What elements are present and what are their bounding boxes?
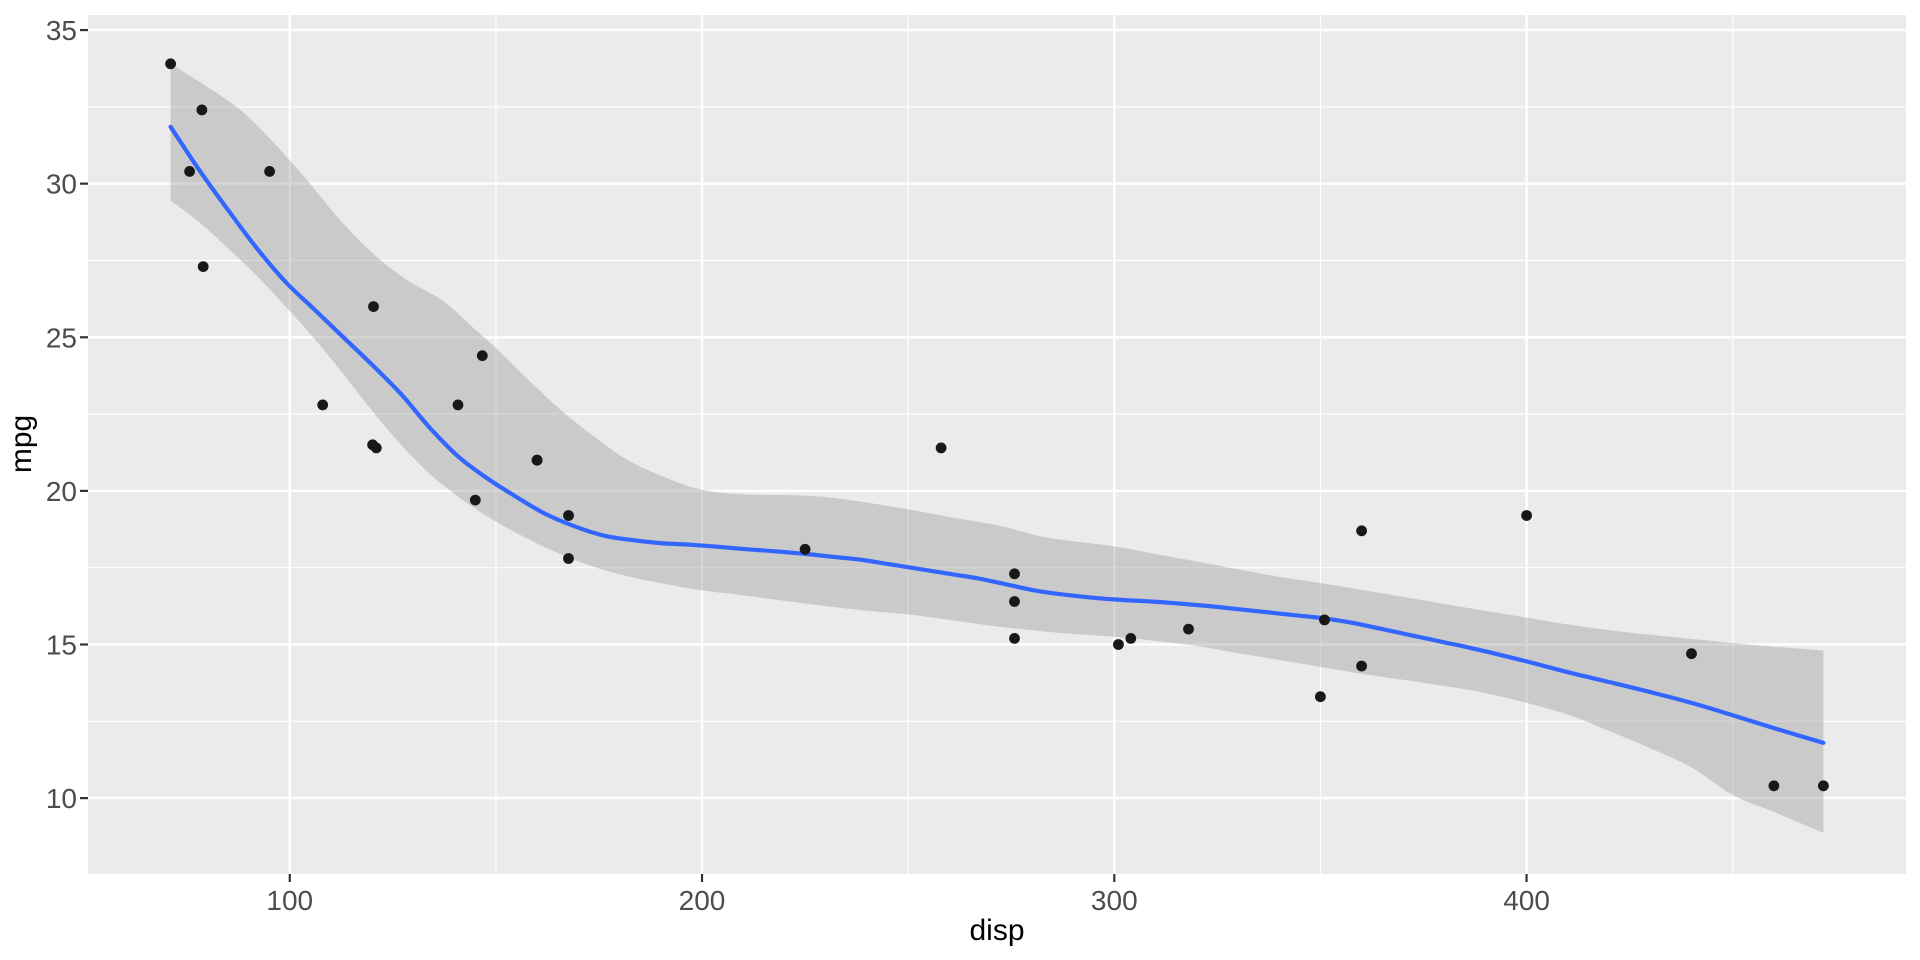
data-point xyxy=(1183,623,1194,635)
x-axis-title: disp xyxy=(969,914,1024,947)
data-point xyxy=(184,166,196,177)
points-layer xyxy=(165,58,1829,792)
x-tick-label: 100 xyxy=(266,885,313,916)
data-point xyxy=(1768,780,1780,792)
x-tick-label: 300 xyxy=(1091,885,1138,916)
y-tick-label: 15 xyxy=(46,630,77,661)
data-point xyxy=(935,442,947,454)
panel-layer xyxy=(88,15,1906,874)
smooth-line-layer xyxy=(168,124,1826,745)
data-point xyxy=(563,553,574,564)
data-point xyxy=(1315,691,1326,703)
data-point xyxy=(1009,633,1020,644)
y-tick-label: 35 xyxy=(46,15,77,46)
data-point xyxy=(368,301,379,312)
data-point xyxy=(469,494,481,506)
y-tick-label: 10 xyxy=(46,783,77,814)
data-point xyxy=(531,454,543,466)
gridline-layer xyxy=(88,15,1906,874)
smooth-line xyxy=(168,124,1826,745)
data-point xyxy=(1356,525,1367,537)
data-point xyxy=(1521,510,1532,521)
data-point xyxy=(264,166,275,177)
data-point xyxy=(1818,780,1829,792)
data-point xyxy=(1686,648,1697,660)
data-point xyxy=(476,350,488,362)
y-axis-title: mpg xyxy=(5,415,38,473)
data-point xyxy=(1009,596,1020,607)
data-point xyxy=(317,399,329,411)
y-tick-label: 25 xyxy=(46,322,77,353)
data-point xyxy=(799,543,811,555)
data-point xyxy=(1356,660,1367,672)
data-point xyxy=(563,510,574,521)
data-point xyxy=(197,261,209,272)
data-point xyxy=(452,399,464,411)
data-point xyxy=(370,442,382,454)
panel-background xyxy=(88,15,1906,874)
x-tick-label: 400 xyxy=(1503,885,1550,916)
ribbon-layer xyxy=(170,63,1824,833)
data-point xyxy=(1009,568,1020,580)
data-point xyxy=(1319,614,1330,626)
data-point xyxy=(165,58,177,70)
y-tick-label: 30 xyxy=(46,169,77,200)
y-tick-label: 20 xyxy=(46,476,77,507)
data-point xyxy=(196,104,208,116)
data-point xyxy=(1125,633,1137,644)
confidence-ribbon xyxy=(170,63,1824,833)
axis-layer: 100 200 300 400 10 15 20 25 30 35 xyxy=(46,15,1550,916)
data-point xyxy=(1113,639,1124,650)
x-tick-label: 200 xyxy=(679,885,726,916)
